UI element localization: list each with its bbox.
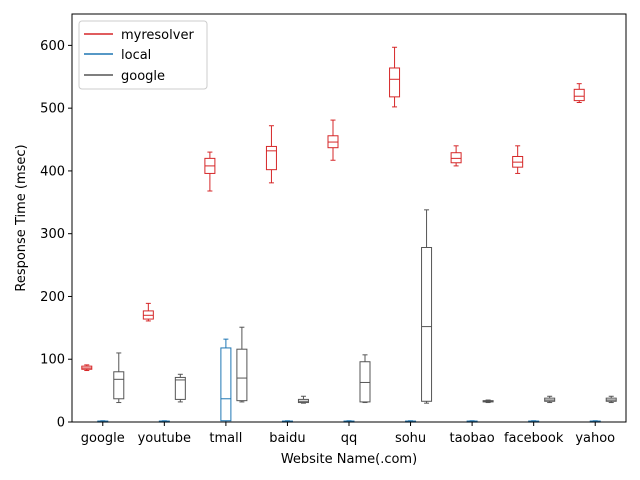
box-myresolver-yahoo bbox=[573, 83, 585, 104]
boxes-layer bbox=[81, 46, 617, 423]
box-myresolver-google bbox=[81, 364, 93, 372]
x-tick-label-tmall: tmall bbox=[209, 431, 242, 446]
x-axis-label: Website Name(.com) bbox=[281, 452, 417, 467]
x-tick-label-sohu: sohu bbox=[395, 431, 426, 446]
box-body bbox=[359, 361, 371, 403]
x-tick-label-yahoo: yahoo bbox=[575, 431, 615, 446]
x-tick-label-facebook: facebook bbox=[504, 431, 564, 446]
y-tick-label: 300 bbox=[40, 227, 65, 242]
box-body bbox=[450, 152, 462, 164]
legend-frame bbox=[78, 20, 208, 90]
box-body bbox=[573, 88, 585, 102]
box-myresolver-facebook bbox=[512, 145, 524, 174]
x-tick-label-taobao: taobao bbox=[450, 431, 495, 446]
box-google-sohu bbox=[421, 209, 433, 404]
y-tick-label: 500 bbox=[40, 102, 65, 117]
box-myresolver-sohu bbox=[389, 46, 401, 108]
box-myresolver-taobao bbox=[450, 145, 462, 167]
box-body bbox=[265, 145, 277, 171]
y-axis-label: Response Time (msec) bbox=[14, 144, 29, 291]
y-tick-label: 400 bbox=[40, 164, 65, 179]
box-myresolver-qq bbox=[327, 119, 339, 161]
x-tick-label-google: google bbox=[81, 431, 125, 446]
box-body bbox=[174, 376, 186, 400]
legend-label-local: local bbox=[121, 48, 151, 63]
box-myresolver-tmall bbox=[204, 151, 216, 192]
box-google-facebook bbox=[544, 395, 556, 404]
box-body bbox=[220, 347, 232, 422]
box-myresolver-youtube bbox=[142, 302, 154, 322]
box-body bbox=[236, 348, 248, 402]
x-tick-label-baidu: baidu bbox=[269, 431, 305, 446]
y-axis: 0 100 200 300 400 500 600 bbox=[40, 39, 72, 431]
box-google-google bbox=[113, 352, 125, 404]
box-local-tmall bbox=[220, 338, 232, 423]
box-body bbox=[421, 247, 433, 402]
x-axis: google youtube tmall baidu qq sohu taobao faceb… bbox=[81, 422, 615, 446]
y-tick-label: 600 bbox=[40, 39, 65, 54]
x-tick-label-youtube: youtube bbox=[138, 431, 191, 446]
y-tick-label: 0 bbox=[57, 416, 65, 431]
y-tick-label: 200 bbox=[40, 290, 65, 305]
box-myresolver-baidu bbox=[265, 125, 277, 184]
box-google-yahoo bbox=[605, 395, 617, 404]
box-google-qq bbox=[359, 354, 371, 404]
box-google-tmall bbox=[236, 326, 248, 403]
box-google-taobao bbox=[482, 399, 494, 404]
legend-label-myresolver: myresolver bbox=[121, 28, 194, 43]
y-tick-label: 100 bbox=[40, 353, 65, 368]
box-google-youtube bbox=[174, 373, 186, 403]
box-body bbox=[113, 371, 125, 400]
box-google-baidu bbox=[297, 395, 309, 404]
x-tick-label-qq: qq bbox=[341, 431, 358, 446]
box-body bbox=[389, 67, 401, 98]
legend-label-google: google bbox=[121, 69, 165, 84]
legend: myresolver local google bbox=[78, 20, 208, 90]
